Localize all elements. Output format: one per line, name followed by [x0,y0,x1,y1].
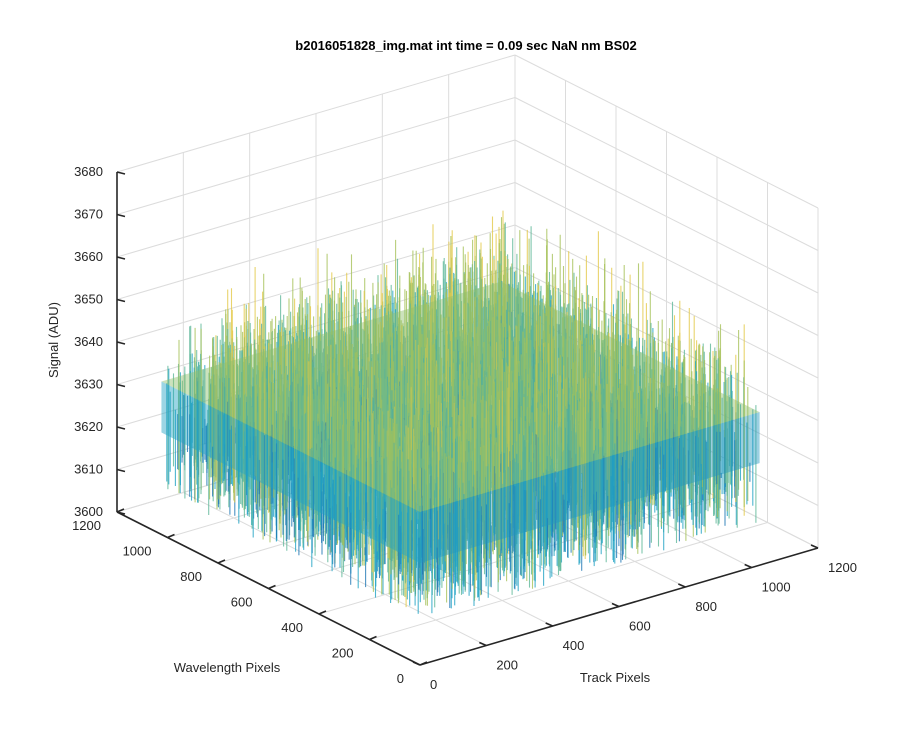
grid-line [514,139,819,294]
surface [161,210,760,614]
grid-line [369,522,768,640]
grid-line [514,54,819,209]
grid-line [116,97,516,215]
grid-line [514,182,819,336]
grid-line [116,139,516,258]
grid-line [116,182,516,300]
grid-line [514,97,819,251]
grid-line [514,224,819,379]
grid-line [116,54,516,173]
